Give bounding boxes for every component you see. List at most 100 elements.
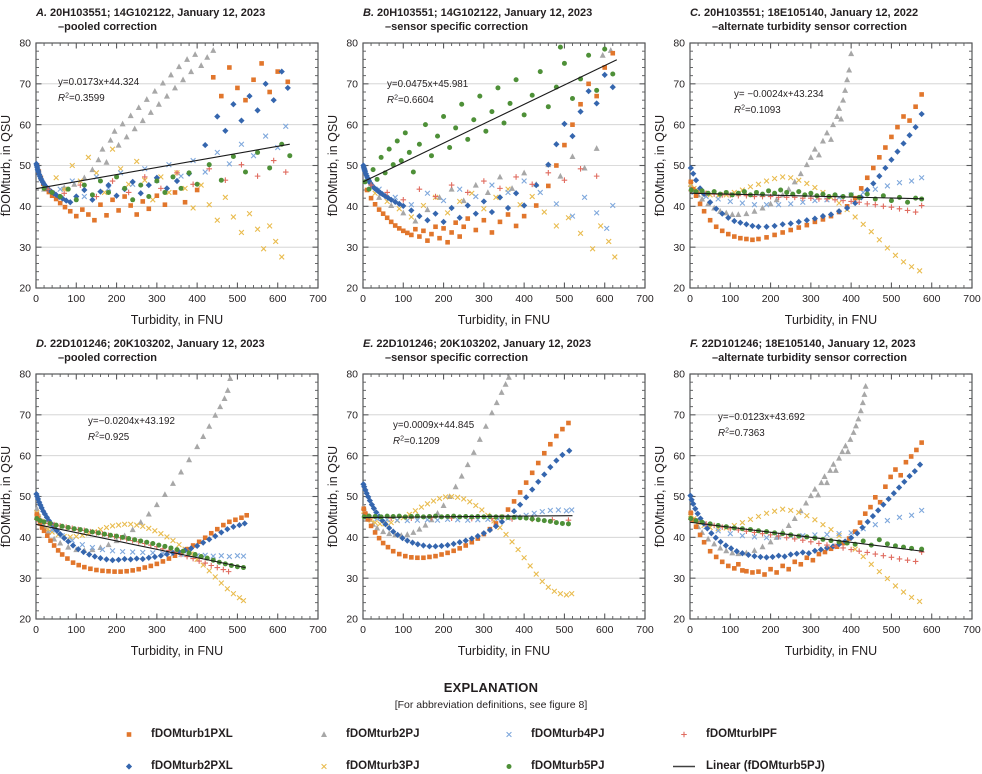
panel-title-text: 22D101246; 20K103202, January 12, 2023 <box>376 338 592 350</box>
panel-subtitle: –alternate turbidity sensor correction <box>712 352 907 365</box>
circle-marker-icon <box>496 759 522 773</box>
panel-title-text: 20H103551; 14G102122, January 12, 2023 <box>50 7 266 19</box>
svg-text:700: 700 <box>309 624 327 636</box>
series-fDOMturb3PJ <box>372 186 618 260</box>
svg-text:400: 400 <box>842 624 860 636</box>
svg-text:0: 0 <box>687 624 693 636</box>
svg-text:Turbidity, in FNU: Turbidity, in FNU <box>785 313 877 327</box>
svg-text:600: 600 <box>269 624 287 636</box>
svg-text:80: 80 <box>673 38 685 50</box>
svg-text:30: 30 <box>673 242 685 254</box>
legend-item-fdomturb4pj: fDOMturb4PJ <box>496 727 671 741</box>
series-fDOMturb4PJ <box>376 178 616 232</box>
series-fDOMturb2PXL <box>33 490 248 564</box>
series-fDOMturb2PXL <box>360 447 573 550</box>
panel-letter: B. <box>363 7 374 19</box>
svg-text:fDOMturb, in QSU: fDOMturb, in QSU <box>654 446 667 547</box>
svg-text:300: 300 <box>148 624 166 636</box>
svg-text:50: 50 <box>673 491 685 503</box>
panel-title-text: 22D101246; 18E105140, January 12, 2023 <box>701 338 916 350</box>
panel-d: D. 22D101246; 20K103202, January 12, 2023… <box>0 337 327 660</box>
svg-text:0: 0 <box>360 624 366 636</box>
plot-svg: 0 100 200 300 400 500 600 700 20 30 40 50 60 70 80 Turb… <box>327 38 654 327</box>
svg-text:300: 300 <box>148 293 166 305</box>
svg-text:60: 60 <box>673 119 685 131</box>
series-fDOMturb5PJ <box>688 187 925 205</box>
legend-label: fDOMturb5PJ <box>531 760 605 772</box>
svg-text:40: 40 <box>346 532 358 544</box>
svg-text:30: 30 <box>673 573 685 585</box>
series-fDOMturb1PXL <box>688 440 924 577</box>
plot-svg: 0 100 200 300 400 500 600 700 20 30 40 50 60 70 80 Turb… <box>654 38 981 327</box>
legend-label: fDOMturb2PJ <box>346 728 420 740</box>
r-squared-text: R2=0.1209 <box>393 436 440 448</box>
svg-text:200: 200 <box>108 624 126 636</box>
legend-item-fdomturb2pj: fDOMturb2PJ <box>311 727 496 741</box>
explanation-note: [For abbreviation definitions, see figur… <box>394 699 588 711</box>
svg-text:30: 30 <box>19 242 31 254</box>
svg-text:600: 600 <box>923 293 941 305</box>
svg-text:60: 60 <box>346 450 358 462</box>
svg-text:600: 600 <box>596 293 614 305</box>
r-squared-text: R2=0.1093 <box>734 105 781 117</box>
svg-text:20: 20 <box>346 614 358 626</box>
svg-text:fDOMturb, in QSU: fDOMturb, in QSU <box>654 115 667 216</box>
svg-text:700: 700 <box>309 293 327 305</box>
svg-text:0: 0 <box>687 293 693 305</box>
square-marker-icon <box>116 727 142 741</box>
regression-line <box>35 143 290 190</box>
x-marker-icon <box>311 759 337 773</box>
legend-label: Linear (fDOMturb5PJ) <box>706 760 825 772</box>
svg-text:500: 500 <box>229 624 247 636</box>
panel-grid: A. 20H103551; 14G102122, January 12, 2023… <box>0 6 982 660</box>
triangle-marker-icon <box>311 727 337 741</box>
svg-text:80: 80 <box>19 369 31 381</box>
svg-text:600: 600 <box>923 624 941 636</box>
r-squared-text: R2=0.925 <box>88 432 130 444</box>
legend-label: fDOMturb4PJ <box>531 728 605 740</box>
panel-f: F. 22D101246; 18E105140, January 12, 2023… <box>654 337 981 660</box>
svg-text:Turbidity, in FNU: Turbidity, in FNU <box>131 644 223 658</box>
svg-text:60: 60 <box>673 450 685 462</box>
panel-subtitle: –pooled correction <box>58 21 158 34</box>
svg-text:400: 400 <box>188 293 206 305</box>
plot-svg: 0 100 200 300 400 500 600 700 20 30 40 50 60 70 80 Turb… <box>327 369 654 658</box>
svg-text:fDOMturb, in QSU: fDOMturb, in QSU <box>327 115 340 216</box>
legend: fDOMturb1PXL fDOMturb2PJ fDOMturb4PJ fDO… <box>116 727 866 773</box>
series-fDOMturb2PXL <box>33 68 291 206</box>
legend-item-fdomturb2pxl: fDOMturb2PXL <box>116 759 311 773</box>
panel-subtitle: –sensor specific correction <box>385 21 529 34</box>
svg-text:700: 700 <box>963 624 981 636</box>
svg-text:Turbidity, in FNU: Turbidity, in FNU <box>785 644 877 658</box>
svg-text:80: 80 <box>673 369 685 381</box>
plot-svg: 0 100 200 300 400 500 600 700 20 30 40 50 60 70 80 Turb… <box>0 38 327 327</box>
plus-marker-icon <box>671 727 697 741</box>
panel-subtitle: –pooled correction <box>58 352 158 365</box>
svg-text:fDOMturb, in QSU: fDOMturb, in QSU <box>0 446 13 547</box>
svg-text:700: 700 <box>636 624 654 636</box>
regression-line <box>35 523 246 569</box>
series-fDOMturb3PJ <box>53 146 285 260</box>
svg-text:80: 80 <box>346 38 358 50</box>
panel-title-text: 20H103551; 14G102122, January 12, 2023 <box>377 7 593 19</box>
panel-f-title: F. 22D101246; 18E105140, January 12, 2023… <box>690 337 981 366</box>
svg-text:100: 100 <box>395 293 413 305</box>
svg-text:70: 70 <box>673 78 685 90</box>
svg-text:100: 100 <box>68 293 86 305</box>
svg-text:500: 500 <box>556 624 574 636</box>
equation-text: y=−0.0204x+43.192 <box>88 416 175 427</box>
regression-line <box>362 59 618 183</box>
svg-text:500: 500 <box>556 293 574 305</box>
series-fDOMturb4PJ <box>39 520 247 560</box>
svg-text:600: 600 <box>269 293 287 305</box>
svg-text:100: 100 <box>395 624 413 636</box>
series-fDOMturb2PXL <box>687 110 925 230</box>
svg-text:300: 300 <box>802 293 820 305</box>
svg-text:700: 700 <box>963 293 981 305</box>
series-fDOMturb4PJ <box>57 123 289 200</box>
panel-letter: E. <box>363 338 374 350</box>
svg-text:300: 300 <box>475 293 493 305</box>
svg-text:50: 50 <box>19 491 31 503</box>
series-fDOMturb5PJ <box>41 141 293 203</box>
